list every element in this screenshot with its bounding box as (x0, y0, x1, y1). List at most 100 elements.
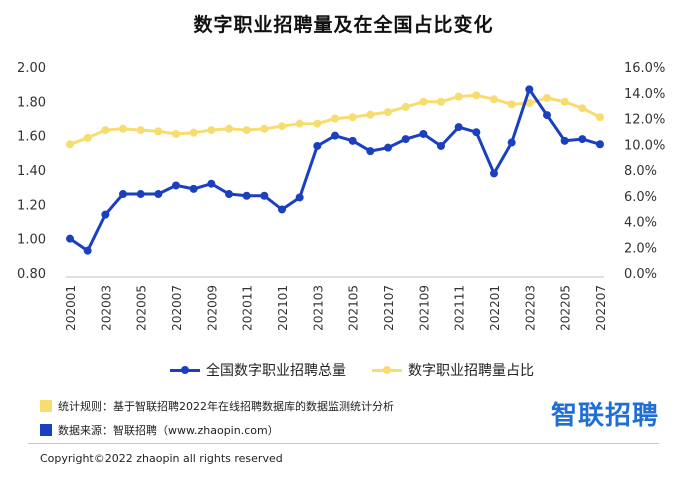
data-point-share (525, 99, 534, 108)
data-point-share (172, 129, 180, 138)
y-right-tick-label: 8.0% (624, 164, 657, 179)
data-point-total (313, 141, 322, 150)
data-point-share (278, 122, 286, 131)
note-source: 数据来源：智联招聘（www.zhaopin.com） (40, 422, 394, 438)
y-left-tick-label: 2.00 (17, 61, 46, 76)
legend-item-share: 数字职业招聘量占比 (372, 360, 534, 380)
note-rule: 统计规则：基于智联招聘2022年在线招聘数据库的数据监测统计分析 (40, 398, 394, 414)
data-point-share (401, 102, 410, 111)
legend: 全国数字职业招聘总量 数字职业招聘量占比 (170, 360, 534, 380)
data-point-share (560, 97, 569, 106)
legend-swatch-share (372, 366, 402, 374)
data-point-total (366, 147, 375, 156)
y-right-tick-label: 12.0% (624, 113, 665, 128)
data-point-total (66, 234, 74, 243)
legend-label-total: 全国数字职业招聘总量 (206, 363, 346, 379)
data-point-share (543, 93, 551, 102)
series-line-total (69, 87, 601, 253)
data-point-share (419, 97, 428, 106)
data-point-total (225, 190, 233, 199)
data-point-total (437, 141, 445, 150)
x-tick-label: 202105 (347, 285, 361, 331)
data-point-total (543, 111, 551, 120)
data-point-total (472, 128, 481, 137)
data-point-total (490, 169, 498, 178)
copyright-text: Copyright©2022 zhaopin all rights reserv… (40, 452, 283, 465)
data-point-share (384, 108, 392, 117)
data-point-total (189, 184, 198, 193)
data-point-total (101, 210, 110, 219)
y-right-tick-label: 10.0% (624, 138, 665, 153)
data-point-total (507, 138, 516, 147)
x-tick-label: 202001 (64, 285, 78, 331)
data-point-total (578, 135, 587, 144)
data-point-total (154, 190, 163, 199)
data-point-share (66, 140, 74, 149)
data-point-share (154, 127, 163, 136)
y-left-tick-label: 1.00 (17, 233, 46, 248)
legend-label-share: 数字职业招聘量占比 (408, 363, 534, 379)
data-point-share (136, 126, 145, 135)
x-tick-label: 202011 (241, 285, 255, 331)
data-point-total (331, 131, 339, 140)
y-left-tick-label: 1.60 (17, 130, 46, 145)
note-source-text: 数据来源：智联招聘（www.zhaopin.com） (58, 424, 279, 437)
data-point-share (454, 92, 463, 101)
legend-item-total: 全国数字职业招聘总量 (170, 360, 346, 380)
x-tick-label: 202205 (559, 285, 573, 331)
y-right-tick-label: 14.0% (624, 87, 665, 102)
data-point-total (419, 129, 428, 138)
x-tick-label: 202111 (453, 285, 467, 331)
brand-logo: 智联招聘 (550, 401, 659, 431)
data-point-share (331, 114, 339, 123)
y-left-tick-label: 0.80 (17, 267, 46, 282)
x-tick-label: 202009 (205, 285, 219, 331)
data-point-share (225, 124, 233, 133)
data-point-total (119, 190, 127, 199)
data-point-total (525, 85, 534, 94)
data-point-total (242, 191, 251, 200)
x-tick-label: 202005 (135, 285, 149, 331)
y-right-tick-label: 2.0% (624, 241, 657, 256)
data-point-share (260, 124, 269, 133)
chart-title: 数字职业招聘量及在全国占比变化 (193, 14, 494, 36)
x-tick-label: 202109 (417, 285, 431, 331)
data-point-total (295, 193, 304, 202)
data-point-total (596, 140, 604, 149)
y-right-tick-label: 6.0% (624, 190, 657, 205)
x-tick-label: 202003 (99, 285, 113, 331)
data-point-share (83, 133, 92, 142)
data-point-total (207, 179, 216, 188)
data-point-share (207, 126, 216, 135)
data-point-share (313, 119, 322, 128)
note-rule-square (40, 400, 52, 412)
data-point-share (295, 119, 304, 128)
data-point-total (348, 136, 357, 145)
data-point-total (136, 190, 145, 199)
y-left-tick-label: 1.40 (17, 164, 46, 179)
data-point-share (189, 128, 198, 137)
x-tick-label: 202203 (523, 285, 537, 331)
data-point-share (119, 124, 127, 133)
x-tick-label: 202007 (170, 285, 184, 331)
data-point-share (490, 95, 498, 104)
data-point-share (472, 91, 481, 100)
note-rule-text: 统计规则：基于智联招聘2022年在线招聘数据库的数据监测统计分析 (58, 400, 394, 413)
x-tick-label: 202101 (276, 285, 290, 331)
x-tick-label: 202103 (311, 285, 325, 331)
y-right-tick-label: 0.0% (624, 267, 657, 282)
data-point-total (384, 143, 392, 152)
note-source-square (40, 424, 52, 436)
x-tick-label: 202107 (382, 285, 396, 331)
data-point-total (454, 123, 463, 132)
y-left-tick-label: 1.80 (17, 95, 46, 110)
data-point-share (596, 113, 604, 122)
y-left-tick-label: 1.20 (17, 198, 46, 213)
footnotes: 统计规则：基于智联招聘2022年在线招聘数据库的数据监测统计分析 数据来源：智联… (40, 398, 394, 446)
x-tick-label: 202201 (488, 285, 502, 331)
data-point-share (242, 126, 251, 135)
y-right-tick-label: 16.0% (624, 61, 665, 76)
data-point-share (507, 100, 516, 109)
